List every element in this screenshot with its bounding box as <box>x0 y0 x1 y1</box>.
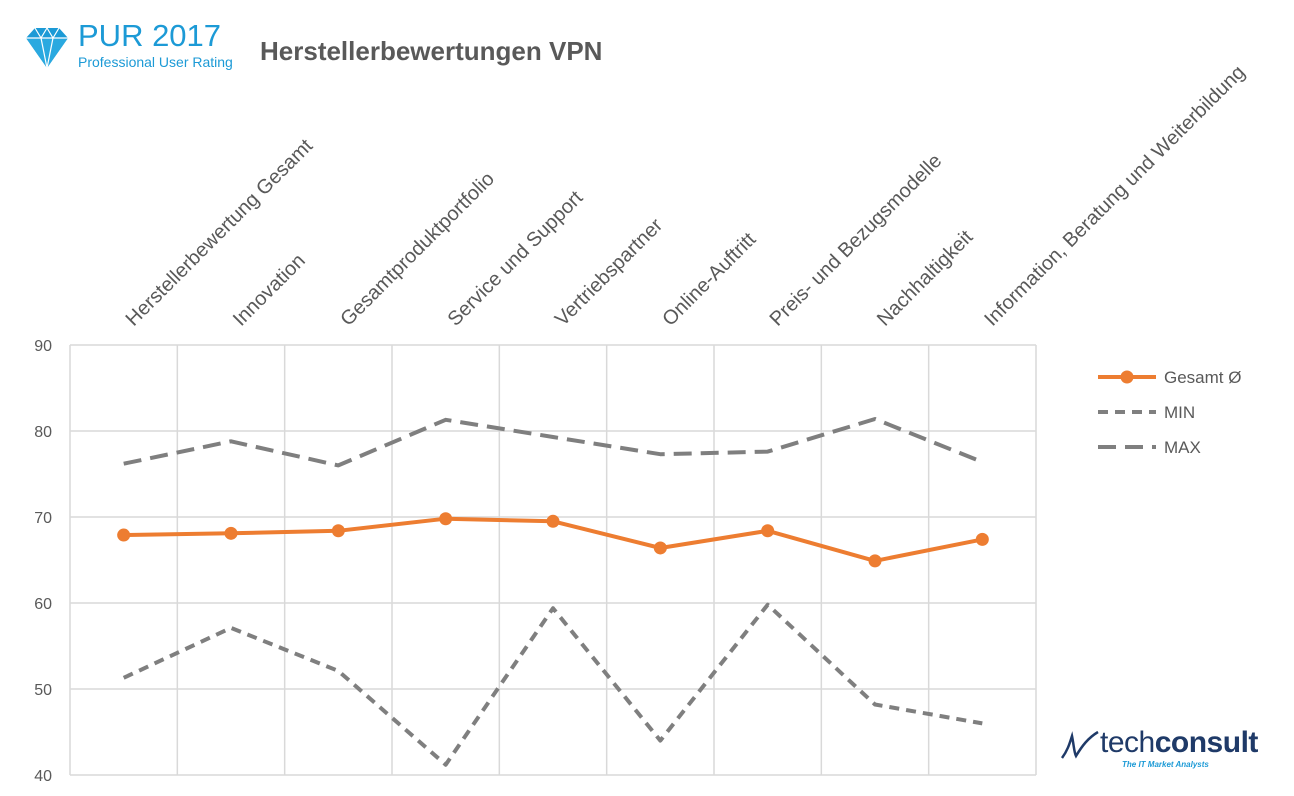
x-category-label: Herstellerbewertung Gesamt <box>122 135 318 331</box>
y-tick-label: 70 <box>34 510 52 527</box>
x-category-label: Online-Auftritt <box>658 228 760 330</box>
data-point-marker <box>546 514 560 528</box>
legend-label: Gesamt Ø <box>1164 368 1241 387</box>
techconsult-brand: techconsult <box>1100 726 1258 760</box>
series-line-long-dash <box>123 417 984 468</box>
data-point-marker <box>761 524 775 538</box>
x-category-label: Preis- und Bezugsmodelle <box>766 150 947 331</box>
brand-light: tech <box>1100 726 1155 759</box>
x-category-label: Vertriebspartner <box>551 214 667 330</box>
data-point-marker <box>117 528 131 542</box>
pur-logo: PUR 2017 Professional User Rating <box>22 18 242 74</box>
techconsult-swoosh-icon <box>1060 730 1099 759</box>
x-category-label: Nachhaltigkeit <box>873 226 978 331</box>
logo-title: PUR 2017 <box>78 18 222 53</box>
page-title: Herstellerbewertungen VPN <box>260 36 603 66</box>
data-point-marker <box>224 526 238 540</box>
x-category-label: Information, Beratung und Weiterbildung <box>980 61 1249 330</box>
y-axis-ticks: 40 50 60 70 80 90 <box>34 338 52 785</box>
y-tick-label: 80 <box>34 424 52 441</box>
chart-series <box>117 417 989 767</box>
y-tick-label: 50 <box>34 682 52 699</box>
logo-subtitle: Professional User Rating <box>78 54 233 70</box>
data-point-marker <box>331 524 345 538</box>
y-tick-label: 90 <box>34 338 52 355</box>
chart-grid <box>69 344 1037 776</box>
legend-label: MAX <box>1164 438 1201 457</box>
brand-bold: consult <box>1154 726 1259 759</box>
y-tick-label: 60 <box>34 596 52 613</box>
legend-label: MIN <box>1164 403 1195 422</box>
data-point-marker <box>439 512 453 526</box>
techconsult-tagline: The IT Market Analysts <box>1122 760 1209 769</box>
data-point-marker <box>653 541 667 555</box>
techconsult-logo: techconsult The IT Market Analysts <box>1058 726 1263 778</box>
x-category-label: Innovation <box>229 250 310 331</box>
series-line-short-dash <box>122 602 983 767</box>
legend-marker <box>1120 370 1134 384</box>
diamond-icon <box>26 26 68 69</box>
chart-legend: Gesamt Ø MIN MAX <box>1098 368 1241 457</box>
data-point-marker <box>868 554 882 568</box>
data-point-marker <box>975 532 989 546</box>
y-tick-label: 40 <box>34 768 52 785</box>
